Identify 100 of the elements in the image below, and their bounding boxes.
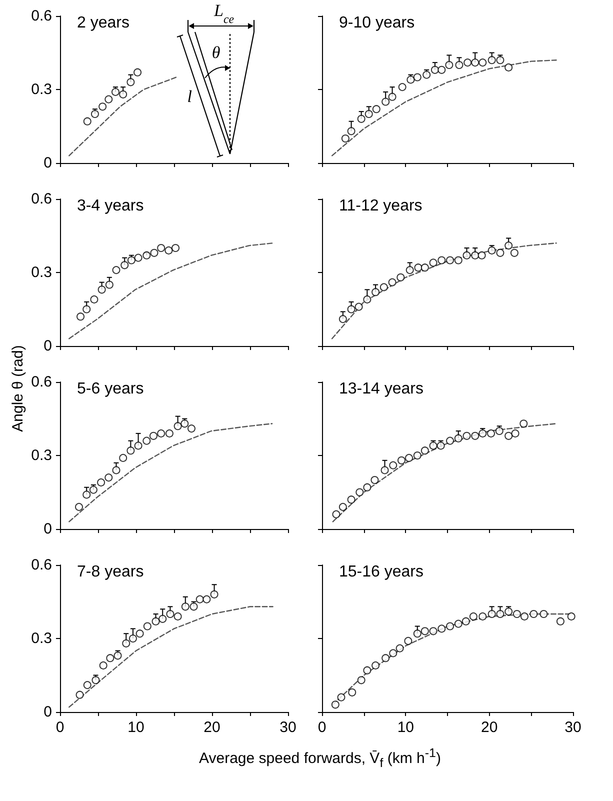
point [338,502,347,511]
point [126,78,135,86]
point [414,264,422,272]
point [90,110,99,118]
point [120,261,129,270]
y-tick-label: 0.3 [31,81,52,98]
point [429,258,438,267]
point [98,286,106,294]
point [174,612,182,620]
point [413,452,422,460]
point [396,273,405,282]
point [354,302,363,311]
point [172,244,180,252]
point [388,278,396,286]
point [372,105,380,114]
x-tick-label: 30 [280,719,296,736]
point [510,248,518,257]
point [406,76,415,84]
x-tick-label: 0 [56,719,64,736]
x-axis-title: Average speed forwards, V̄$_{f}$ (km h$^{-1}$) [198,746,442,770]
annotation: θ [212,43,220,62]
point [446,622,454,630]
point [462,617,470,626]
point [98,102,107,111]
point [488,610,496,618]
point [406,266,414,274]
point [382,654,390,662]
point [348,688,356,696]
point [104,95,113,104]
point [388,92,396,101]
annotation: l [187,87,192,106]
chart-title: 3-4 years [77,198,144,214]
point [495,427,504,435]
point [82,305,91,314]
y-tick-label: 0.3 [31,630,52,647]
chart-title: 5-6 years [77,380,144,398]
point [471,58,480,67]
point [136,630,144,638]
point [567,612,576,620]
x-tick-label: 20 [204,719,220,736]
x-tick-label: 30 [564,719,582,736]
point [382,98,390,106]
y-tick-label: 0.3 [31,264,52,281]
point [446,256,454,264]
point [347,127,356,136]
point [99,661,108,670]
point [363,295,372,304]
point [165,429,174,438]
point [471,432,480,440]
point [496,610,504,618]
y-tick-label: 0.6 [31,374,52,390]
y-tick-label: 0.3 [31,447,52,464]
point [363,483,372,492]
point [413,73,422,82]
chart-title: 11-12 years [339,198,422,214]
point [504,432,513,440]
y-tick-label: 0.6 [31,8,52,24]
point [540,610,548,618]
point [119,90,128,98]
point [105,280,114,289]
point [462,251,471,260]
point [166,610,174,618]
y-tick-label: 0.6 [31,190,52,208]
point [389,649,398,658]
point [462,432,471,440]
chart-title: 15-16 years [339,564,424,580]
chart-title: 2 years [77,14,130,32]
line-series [68,76,177,156]
point [150,248,158,257]
point [478,58,487,67]
line-series [68,606,274,708]
x-tick-label: 20 [480,719,498,736]
point [504,242,513,250]
point [478,612,487,620]
point [389,461,398,470]
point [356,488,364,496]
point [380,466,389,474]
x-tick-label: 0 [318,719,326,736]
chart-title: 9-10 years [339,14,415,32]
point [134,442,142,450]
point [478,429,487,438]
point [89,486,98,494]
y-tick-label: 0 [44,338,52,354]
point [92,676,100,684]
point [556,617,564,626]
point [429,627,438,636]
point [152,617,160,626]
point [363,666,372,674]
point [134,68,142,76]
point [347,305,356,314]
point [438,66,446,74]
x-tick-label: 10 [128,719,144,736]
point [114,652,122,660]
point [396,644,404,652]
point [454,434,462,442]
point [142,251,151,260]
point [404,636,412,645]
point [104,474,113,482]
point [97,478,106,486]
point [126,446,135,455]
